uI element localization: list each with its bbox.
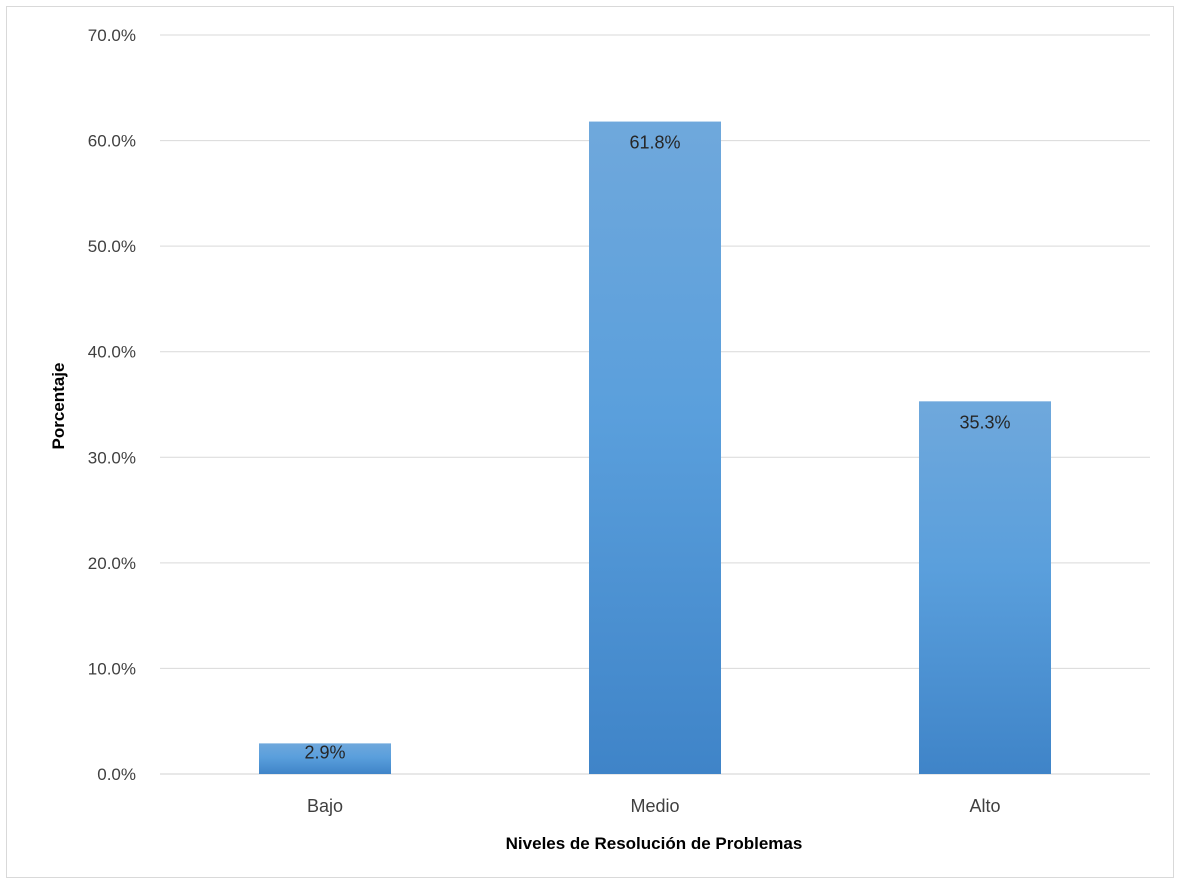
x-tick-label: Alto <box>969 796 1000 816</box>
y-tick-label: 10.0% <box>88 659 136 678</box>
bars: 2.9% 61.8% 35.3% <box>259 121 1051 774</box>
y-axis-title: Porcentaje <box>49 363 68 450</box>
bar-medio <box>589 121 721 774</box>
y-tick-label: 20.0% <box>88 554 136 573</box>
y-tick-label: 50.0% <box>88 237 136 256</box>
y-tick-label: 30.0% <box>88 448 136 467</box>
y-axis-ticks: 0.0% 10.0% 20.0% 30.0% 40.0% 50.0% 60.0% 70.0% <box>88 26 136 784</box>
x-tick-label: Medio <box>630 796 679 816</box>
bar-alto <box>919 401 1051 774</box>
y-tick-label: 70.0% <box>88 26 136 45</box>
data-label: 2.9% <box>304 742 345 762</box>
x-tick-label: Bajo <box>307 796 343 816</box>
y-tick-label: 0.0% <box>97 765 136 784</box>
y-tick-label: 60.0% <box>88 132 136 151</box>
x-axis-ticks: Bajo Medio Alto <box>307 796 1001 816</box>
y-tick-label: 40.0% <box>88 343 136 362</box>
x-axis-title: Niveles de Resolución de Problemas <box>506 834 803 853</box>
data-label: 35.3% <box>959 412 1010 432</box>
bar-bajo <box>259 743 391 774</box>
data-label: 61.8% <box>629 133 680 153</box>
